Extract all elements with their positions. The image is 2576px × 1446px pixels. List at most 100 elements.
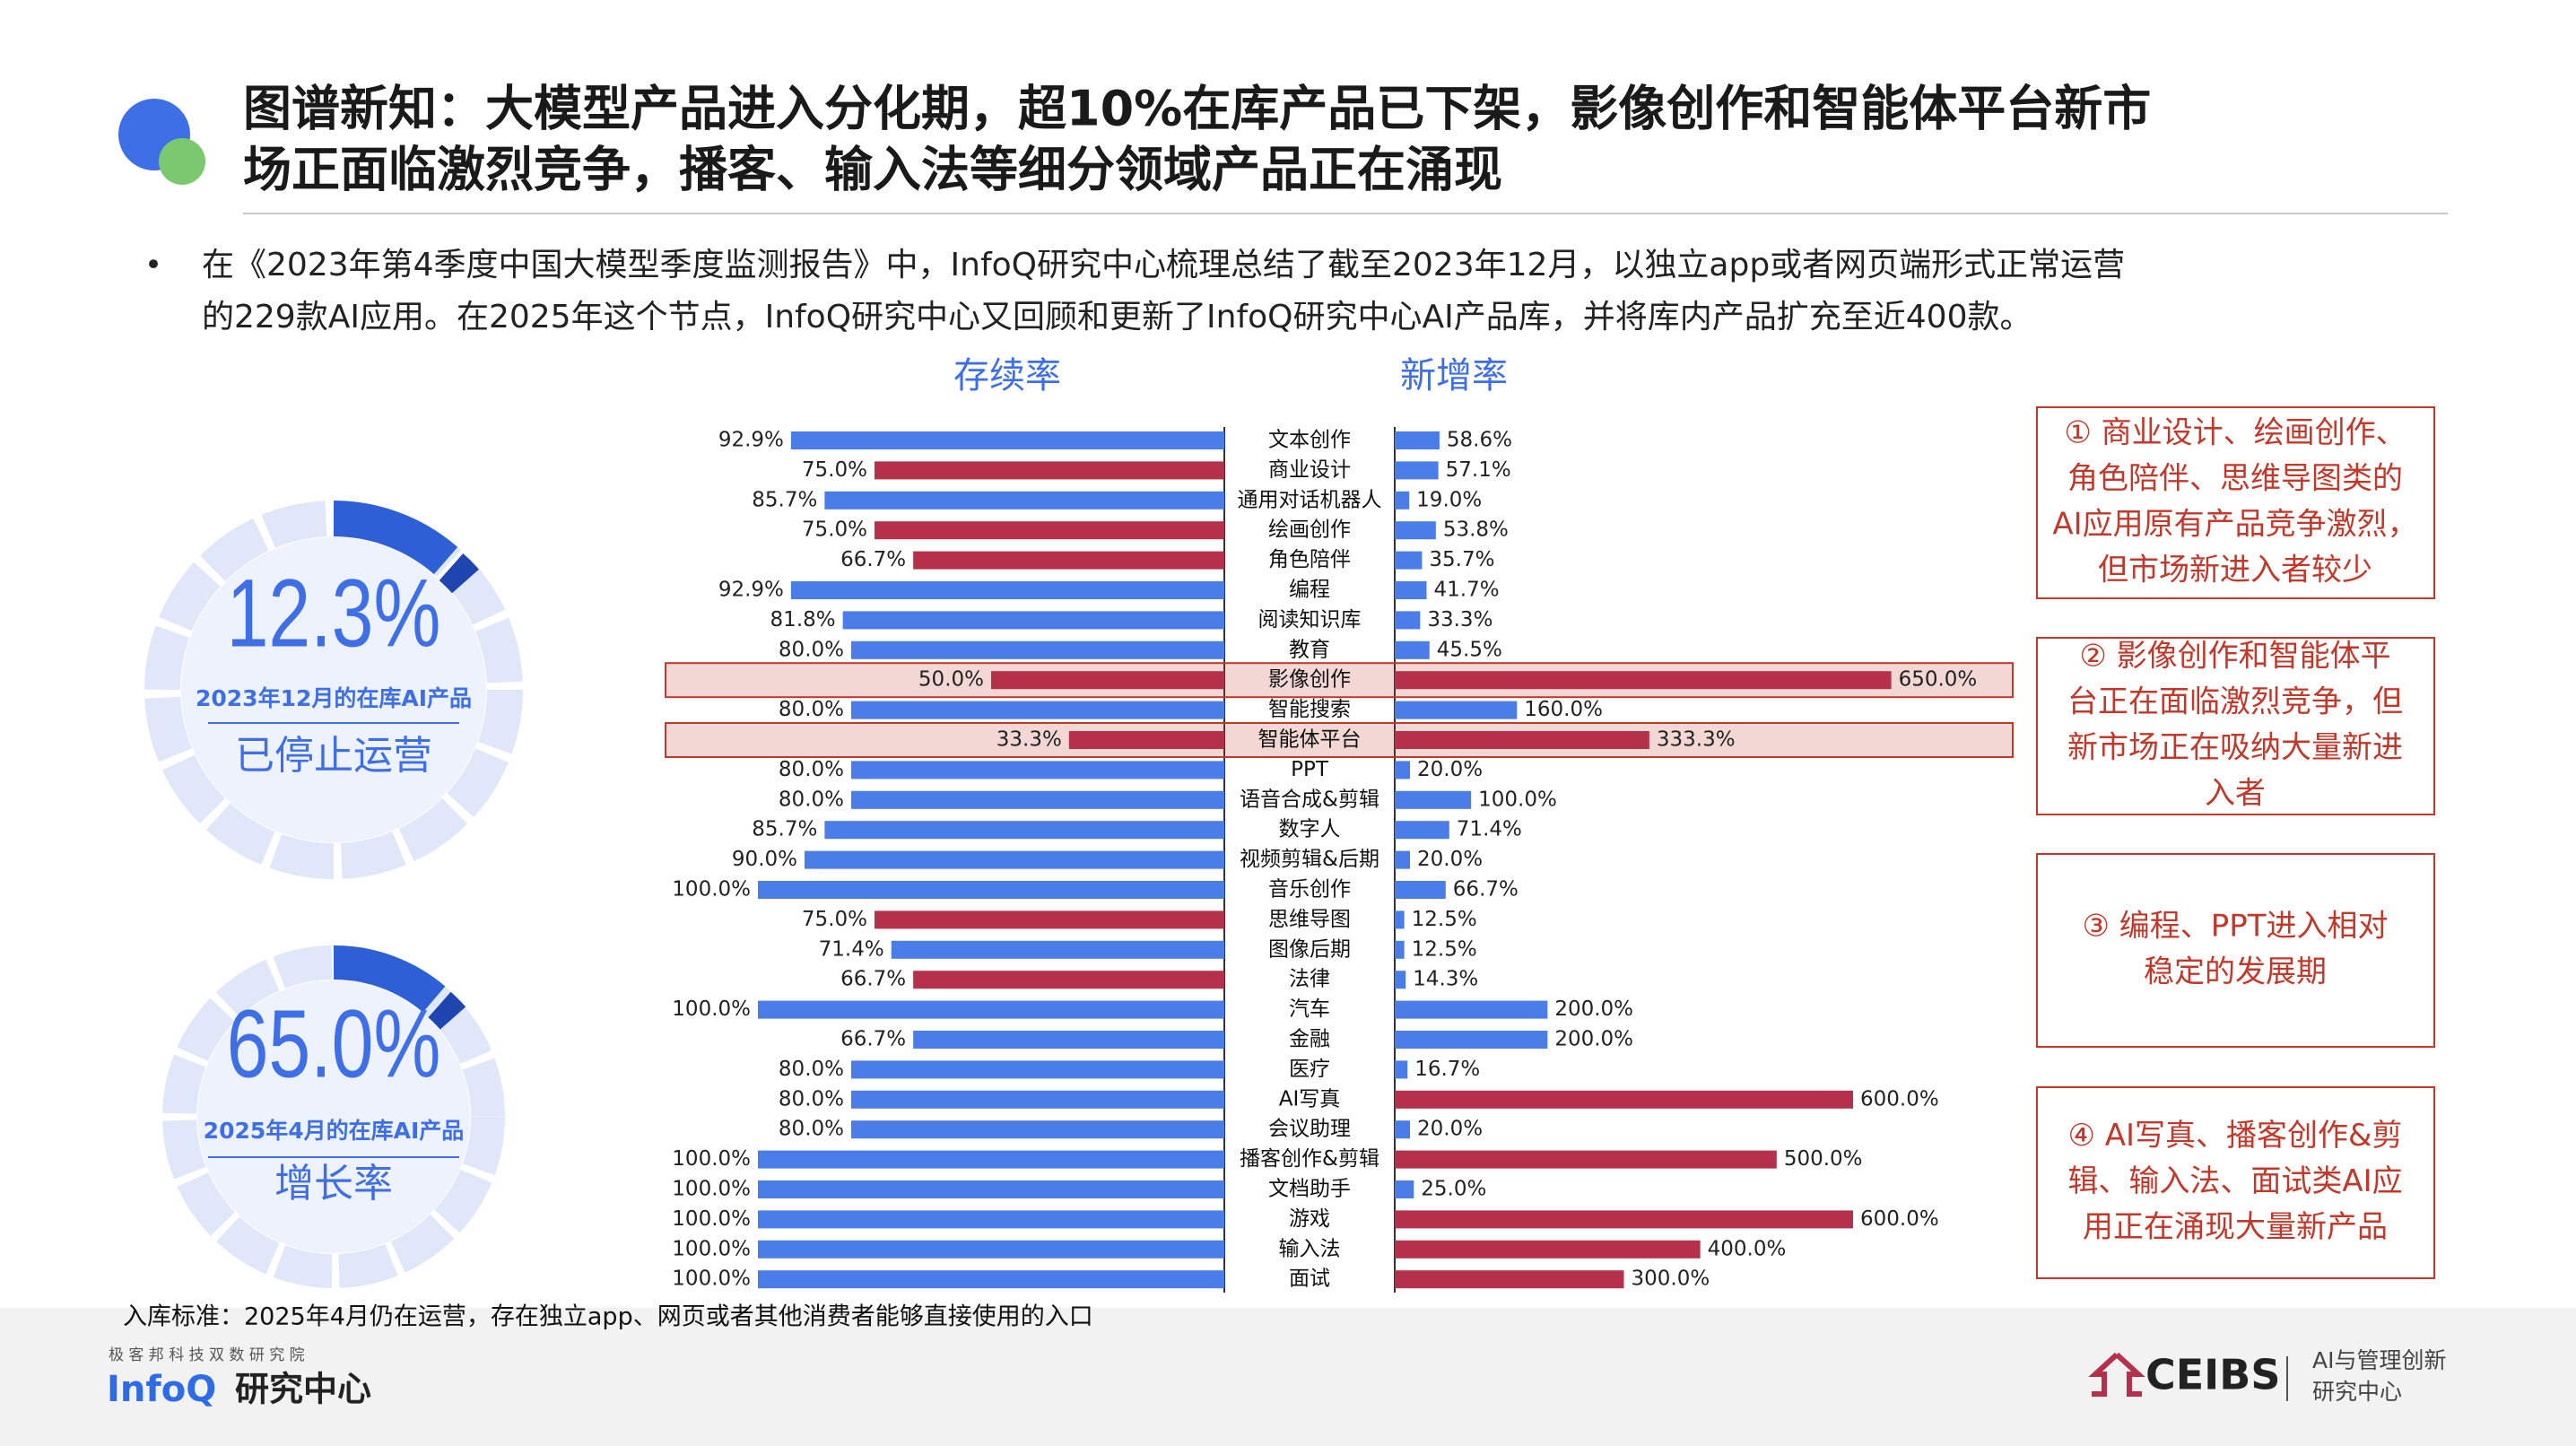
- note-line: ① 商业设计、绘画创作、: [2064, 415, 2406, 451]
- kpi-label: 增长率: [274, 1161, 393, 1206]
- footer-brand: CEIBS: [2145, 1351, 2281, 1399]
- bar: [1395, 761, 1411, 780]
- bar: [1395, 821, 1449, 840]
- note-line: 台正在面临激烈竞争，但: [2067, 684, 2403, 720]
- note-line: AI应用原有产品竞争激烈，: [2052, 507, 2417, 543]
- bar: [758, 1210, 1224, 1229]
- kpi-value: 65.0%: [227, 989, 441, 1098]
- note-box: [2036, 853, 2435, 1048]
- donut-arc: [333, 501, 458, 575]
- value-label: 75.0%: [802, 908, 867, 931]
- bar: [1395, 461, 1439, 480]
- note-line: 但市场新进入者较少: [2098, 553, 2372, 588]
- bar: [875, 910, 1224, 929]
- value-label: 100.0%: [672, 1147, 751, 1171]
- category-label: AI写真: [1279, 1087, 1341, 1111]
- title-line: 场正面临激烈竞争，播客、输入法等细分领域产品正在涌现: [243, 142, 1502, 198]
- bar: [1395, 640, 1430, 659]
- category-label: 商业设计: [1268, 458, 1351, 482]
- bar: [851, 1060, 1224, 1079]
- category-label: 视频剪辑&后期: [1240, 848, 1379, 871]
- category-label: 语音合成&剪辑: [1240, 788, 1379, 811]
- bar: [1395, 611, 1421, 630]
- value-label: 50.0%: [918, 668, 984, 692]
- bar: [1395, 431, 1440, 449]
- value-label: 600.0%: [1860, 1207, 1939, 1231]
- bar: [851, 640, 1224, 659]
- value-label: 66.7%: [840, 1028, 906, 1051]
- donut-arc: [333, 945, 446, 1013]
- bar: [1395, 1000, 1548, 1019]
- category-label: 播客创作&剪辑: [1240, 1147, 1379, 1171]
- category-label: 面试: [1289, 1267, 1330, 1291]
- bar: [1395, 1270, 1624, 1289]
- bar: [851, 1090, 1224, 1109]
- value-label: 57.1%: [1446, 458, 1511, 482]
- ceibs-logo: [2088, 1352, 2145, 1397]
- note-box: [2036, 637, 2435, 815]
- value-label: 41.7%: [1434, 579, 1500, 602]
- value-label: 85.7%: [752, 488, 817, 511]
- category-label: 文档助手: [1268, 1178, 1351, 1201]
- bar: [851, 790, 1224, 809]
- value-label: 100.0%: [672, 1178, 751, 1201]
- value-label: 75.0%: [802, 458, 867, 482]
- kpi-caption: 2025年4月的在库AI产品: [204, 1118, 465, 1144]
- bar: [1395, 701, 1518, 719]
- value-label: 92.9%: [718, 579, 784, 602]
- bar: [1395, 940, 1405, 959]
- value-label: 80.0%: [779, 1087, 844, 1111]
- value-label: 85.7%: [752, 818, 817, 841]
- value-label: 80.0%: [779, 1058, 844, 1081]
- category-label: 思维导图: [1268, 908, 1351, 931]
- value-label: 33.3%: [1427, 608, 1493, 632]
- bar: [1395, 1210, 1853, 1229]
- bar: [758, 1270, 1224, 1289]
- value-label: 160.0%: [1524, 698, 1603, 721]
- value-label: 80.0%: [779, 1118, 844, 1141]
- bar: [790, 581, 1224, 599]
- value-label: 100.0%: [672, 1237, 751, 1260]
- value-label: 75.0%: [802, 518, 867, 542]
- footer-small: 极 客 邦 科 技 双 数 研 究 院: [109, 1346, 305, 1364]
- note-box: [2036, 406, 2435, 599]
- note-line: 入者: [2205, 776, 2266, 812]
- bar: [758, 1240, 1224, 1259]
- bar: [1395, 491, 1410, 510]
- category-label: 数字人: [1279, 818, 1341, 841]
- bullet-line: 在《2023年第4季度中国大模型季度监测报告》中，InfoQ研究中心梳理总结了截…: [202, 247, 2125, 283]
- bar: [851, 761, 1224, 780]
- value-label: 71.4%: [1457, 818, 1522, 841]
- bar: [1395, 1090, 1853, 1109]
- footer-brand: InfoQ: [107, 1369, 216, 1410]
- value-label: 100.0%: [672, 997, 751, 1021]
- bar: [1395, 581, 1427, 599]
- value-label: 58.6%: [1447, 429, 1512, 452]
- category-label: 输入法: [1279, 1237, 1341, 1260]
- value-label: 200.0%: [1554, 1028, 1633, 1051]
- bar: [1395, 551, 1423, 570]
- category-label: 智能搜索: [1268, 698, 1351, 721]
- value-label: 650.0%: [1899, 668, 1978, 692]
- category-label: 教育: [1289, 638, 1330, 661]
- category-label: 智能体平台: [1258, 728, 1362, 752]
- bar: [842, 611, 1224, 630]
- value-label: 12.5%: [1412, 908, 1477, 931]
- value-label: 66.7%: [1453, 878, 1519, 902]
- value-label: 33.3%: [996, 728, 1062, 752]
- value-label: 90.0%: [732, 848, 797, 871]
- bar: [1395, 850, 1411, 869]
- bar: [1395, 1120, 1411, 1139]
- note-line: ④ AI写真、播客创作&剪: [2067, 1118, 2402, 1154]
- category-label: 汽车: [1289, 997, 1330, 1021]
- bar: [1068, 731, 1224, 749]
- donut-disc: [181, 537, 486, 842]
- note-line: 新市场正在吸纳大量新进: [2067, 730, 2403, 766]
- value-label: 333.3%: [1657, 728, 1736, 752]
- bar: [824, 821, 1224, 840]
- category-label: 角色陪伴: [1268, 548, 1351, 571]
- series-header: 新增率: [1400, 355, 1508, 396]
- category-label: 文本创作: [1268, 429, 1351, 452]
